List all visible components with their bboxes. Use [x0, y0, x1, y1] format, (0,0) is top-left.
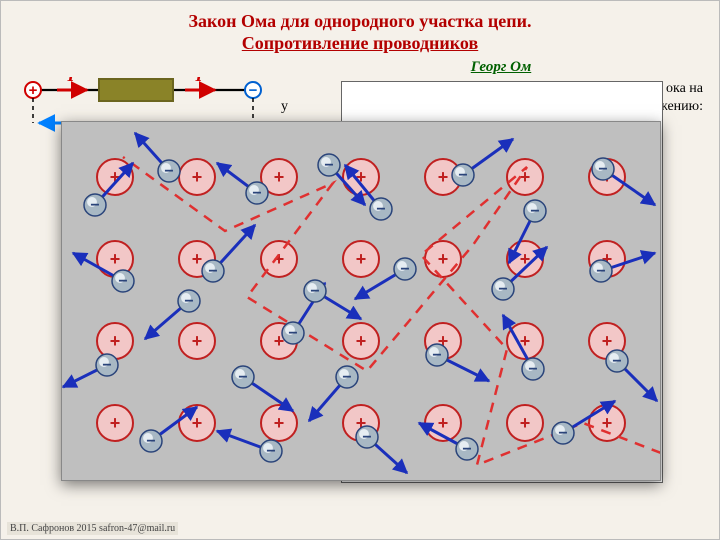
svg-text:+: + — [192, 331, 203, 351]
svg-text:−: − — [498, 281, 507, 298]
svg-text:+: + — [192, 413, 203, 433]
svg-text:−: − — [208, 263, 217, 280]
svg-text:+: + — [438, 413, 449, 433]
svg-text:−: − — [146, 433, 155, 450]
svg-text:+: + — [356, 249, 367, 269]
svg-text:I: I — [66, 77, 75, 85]
bg-text-frag-3: у — [281, 99, 288, 115]
svg-text:+: + — [438, 249, 449, 269]
svg-text:−: − — [342, 369, 351, 386]
svg-text:−: − — [266, 443, 275, 460]
svg-text:−: − — [362, 429, 371, 446]
svg-text:−: − — [530, 203, 539, 220]
slide: Закон Ома для однородного участка цепи. … — [0, 0, 720, 540]
svg-text:−: − — [249, 82, 258, 99]
svg-text:−: − — [102, 357, 111, 374]
conductor-diagram: ++++++++++++++++++++++++++++−−−−−−−−−−−−… — [61, 121, 661, 481]
svg-text:−: − — [462, 441, 471, 458]
svg-text:R: R — [129, 77, 142, 79]
svg-text:−: − — [376, 201, 385, 218]
svg-text:−: − — [324, 157, 333, 174]
svg-text:−: − — [458, 167, 467, 184]
svg-text:+: + — [356, 331, 367, 351]
svg-text:+: + — [192, 249, 203, 269]
svg-text:+: + — [520, 413, 531, 433]
svg-text:I: I — [194, 77, 203, 85]
svg-text:−: − — [598, 161, 607, 178]
svg-text:−: − — [252, 185, 261, 202]
svg-text:−: − — [558, 425, 567, 442]
svg-text:−: − — [310, 283, 319, 300]
svg-text:−: − — [238, 369, 247, 386]
svg-text:−: − — [184, 293, 193, 310]
title-line-2: Сопротивление проводников — [1, 33, 719, 54]
footer-credit: В.П. Сафронов 2015 safron-47@mail.ru — [7, 522, 178, 535]
svg-text:−: − — [164, 163, 173, 180]
svg-text:+: + — [29, 82, 38, 99]
georg-ohm-label: Георг Ом — [331, 59, 671, 76]
svg-text:−: − — [288, 325, 297, 342]
svg-text:+: + — [274, 413, 285, 433]
svg-text:+: + — [192, 167, 203, 187]
title-line-1: Закон Ома для однородного участка цепи. — [1, 11, 719, 32]
svg-text:+: + — [602, 331, 613, 351]
svg-text:−: − — [596, 263, 605, 280]
svg-text:−: − — [612, 353, 621, 370]
svg-text:+: + — [274, 167, 285, 187]
svg-text:−: − — [528, 361, 537, 378]
svg-text:+: + — [110, 249, 121, 269]
svg-text:+: + — [110, 413, 121, 433]
svg-text:−: − — [432, 347, 441, 364]
svg-text:−: − — [118, 273, 127, 290]
svg-text:−: − — [400, 261, 409, 278]
svg-text:+: + — [110, 331, 121, 351]
bg-text-frag-2: жению: — [658, 99, 703, 115]
bg-text-frag-1: ока на — [666, 81, 703, 97]
svg-text:−: − — [90, 197, 99, 214]
svg-text:+: + — [438, 167, 449, 187]
